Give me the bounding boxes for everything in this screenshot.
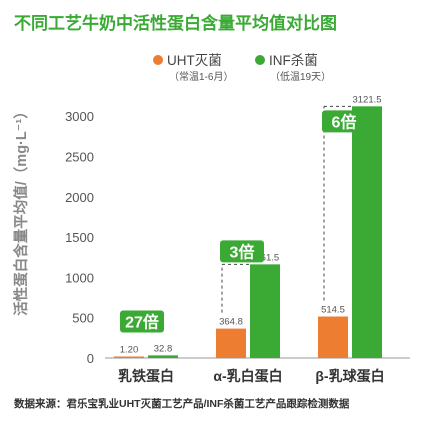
- legend-note-inf: （低温19天）: [270, 70, 331, 83]
- legend-label-uht: UHT灭菌: [167, 53, 222, 68]
- legend-swatch-inf: [255, 55, 265, 65]
- bar-uht-2: [318, 316, 348, 358]
- bars-layer: 1.20 32.8 364.8 1161.5 514.5 3121.5: [114, 94, 382, 358]
- ratio-badge-label-1: 3倍: [230, 242, 255, 261]
- legend-swatch-uht: [153, 55, 163, 65]
- chart-title: 不同工艺牛奶中活性蛋白含量平均值对比图: [14, 13, 337, 33]
- y-tick-label-1: 500: [72, 311, 94, 326]
- x-category-label-0: 乳铁蛋白: [118, 368, 174, 384]
- y-tick-label-4: 2000: [65, 190, 94, 205]
- bar-uht-1: [216, 328, 246, 358]
- value-label-inf-2: 3121.5: [352, 94, 381, 105]
- ratio-badge-0: [120, 310, 164, 333]
- y-axis-label: 活性蛋白含量平均值/（mg·L⁻¹）: [12, 104, 30, 315]
- y-tick-label-5: 2500: [65, 149, 94, 164]
- legend-label-inf: INF杀菌: [269, 53, 318, 68]
- ratio-badge-label-0: 27倍: [125, 313, 159, 332]
- source-note: 数据来源：君乐宝乳业UHT灭菌工艺产品/INF杀菌工艺产品跟踪检测数据: [13, 397, 350, 410]
- bar-inf-1: [250, 264, 280, 358]
- y-tick-label-0: 0: [87, 351, 94, 366]
- value-label-uht-2: 514.5: [321, 305, 345, 316]
- bar-inf-2: [352, 106, 382, 358]
- value-label-uht-1: 364.8: [219, 317, 243, 328]
- x-category-label-1: α-乳白蛋白: [213, 368, 282, 384]
- ratio-badge-label-2: 6倍: [332, 112, 357, 131]
- value-label-inf-1: 1161.5: [251, 252, 279, 263]
- y-tick-label-6: 3000: [65, 109, 94, 124]
- ratio-badge-1: [220, 240, 264, 263]
- x-category-label-2: β-乳球蛋白: [315, 368, 384, 384]
- y-tick-label-2: 1000: [65, 270, 94, 285]
- y-tick-label-3: 1500: [65, 230, 94, 245]
- bar-inf-0: [148, 355, 178, 358]
- bar-uht-0: [114, 356, 144, 358]
- value-label-uht-0: 1.20: [120, 345, 139, 356]
- value-label-inf-0: 32.8: [154, 343, 173, 354]
- ratio-badge-2: [322, 110, 366, 133]
- annotations-layer: 27倍 3倍 6倍: [120, 105, 366, 333]
- legend: UHT灭菌 （常温1-6月） INF杀菌 （低温19天）: [153, 53, 331, 83]
- legend-note-uht: （常温1-6月）: [169, 70, 233, 83]
